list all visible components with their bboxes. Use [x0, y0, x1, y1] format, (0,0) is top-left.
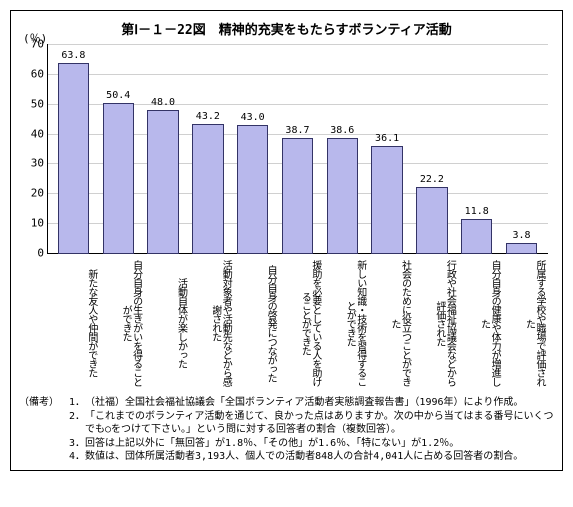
bar-slot: 48.0	[141, 44, 186, 254]
bar-value-label: 38.7	[285, 125, 309, 136]
footnote-row: （備考）1．（社福）全国社会福祉協議会「全国ボランティア活動者実態調査報告書」（…	[19, 396, 554, 410]
footnote-text: 数値は、団体所属活動者3,193人、個人での活動者848人の合計4,041人に占…	[85, 450, 554, 464]
bar-slot: 50.4	[96, 44, 141, 254]
chart-container: 第Ⅰ－１－22図 精神的充実をもたらすボランティア活動 (％) 01020304…	[10, 10, 563, 471]
footnote-row: 4．数値は、団体所属活動者3,193人、個人での活動者848人の合計4,041人…	[19, 450, 554, 464]
bar-value-label: 43.2	[196, 111, 220, 122]
bar-slot: 63.8	[51, 44, 96, 254]
bar	[416, 187, 447, 254]
footnote-head	[19, 410, 67, 437]
y-tick-label: 30	[24, 157, 44, 170]
x-category-label: 援助を必要としている人を助けることができた	[275, 258, 320, 388]
bar-slot: 3.8	[499, 44, 544, 254]
x-category-label: 行政や社会福祉協議会などから評価された	[410, 258, 455, 388]
bar	[282, 138, 313, 254]
footnote-text: （社福）全国社会福祉協議会「全国ボランティア活動者実態調査報告書」（1996年）…	[85, 396, 554, 410]
bar-slot: 43.2	[185, 44, 230, 254]
bar	[237, 125, 268, 254]
y-tick-label: 10	[24, 217, 44, 230]
y-tick-label: 60	[24, 67, 44, 80]
x-category-label: 新たな友人や仲間ができた	[51, 258, 96, 388]
bar	[147, 110, 178, 254]
bar-value-label: 63.8	[61, 50, 85, 61]
x-category-label: 自分自身の生きがいを得ることができた	[96, 258, 141, 388]
x-category-label: 活動自体が楽しかった	[141, 258, 186, 388]
bar-slot: 36.1	[365, 44, 410, 254]
footnote-row: 3．回答は上記以外に「無回答」が1.8％、「その他」が1.6％、「特にない」が1…	[19, 437, 554, 451]
footnote-head: （備考）	[19, 396, 67, 410]
bar-value-label: 36.1	[375, 133, 399, 144]
bar	[192, 124, 223, 254]
bar	[461, 219, 492, 254]
footnote-head	[19, 437, 67, 451]
bar-slot: 11.8	[454, 44, 499, 254]
y-tick-label: 50	[24, 97, 44, 110]
bar	[506, 243, 537, 254]
x-category-label: 所属する学校や職場で評価された	[499, 258, 544, 388]
chart-plot-area: (％) 010203040506070 63.850.448.043.243.0…	[47, 44, 548, 254]
bar-value-label: 43.0	[241, 112, 265, 123]
footnote-number: 1．	[67, 396, 85, 410]
bar	[327, 138, 358, 254]
footnote-number: 4．	[67, 450, 85, 464]
bar-slot: 38.7	[275, 44, 320, 254]
footnote-number: 3．	[67, 437, 85, 451]
footnote-text: 回答は上記以外に「無回答」が1.8％、「その他」が1.6％、「特にない」が1.2…	[85, 437, 554, 451]
bar-value-label: 22.2	[420, 174, 444, 185]
x-axis-labels: 新たな友人や仲間ができた自分自身の生きがいを得ることができた活動自体が楽しかった…	[47, 258, 548, 388]
x-category-label: 自分自身の健康や体力が増進した	[454, 258, 499, 388]
footnote-row: 2．「これまでのボランティア活動を通じて、良かった点はありますか。次の中から当て…	[19, 410, 554, 437]
x-category-label: 新しい知識・技術を習得することができた	[320, 258, 365, 388]
bar-value-label: 48.0	[151, 97, 175, 108]
bar-slot: 22.2	[410, 44, 455, 254]
y-tick-label: 0	[24, 247, 44, 260]
y-tick-label: 20	[24, 187, 44, 200]
footnotes: （備考）1．（社福）全国社会福祉協議会「全国ボランティア活動者実態調査報告書」（…	[19, 396, 554, 464]
bar-value-label: 50.4	[106, 90, 130, 101]
x-category-label: 活動対象者や活動先などから感謝された	[185, 258, 230, 388]
bar-value-label: 11.8	[465, 206, 489, 217]
bar	[103, 103, 134, 254]
footnote-text: 「これまでのボランティア活動を通じて、良かった点はありますか。次の中から当てはま…	[85, 410, 554, 437]
bar-slot: 38.6	[320, 44, 365, 254]
bar	[58, 63, 89, 254]
chart-title: 第Ⅰ－１－22図 精神的充実をもたらすボランティア活動	[19, 19, 554, 38]
footnote-head	[19, 450, 67, 464]
bar-value-label: 38.6	[330, 125, 354, 136]
x-category-label: 自分自身の啓発につながった	[230, 258, 275, 388]
bar	[371, 146, 402, 254]
footnote-number: 2．	[67, 410, 85, 437]
bar-value-label: 3.8	[513, 230, 531, 241]
y-tick-label: 40	[24, 127, 44, 140]
chart-bars: 63.8 50.4 48.0 43.2 43.0 38.7 38.6 36.1 22.2 11.8…	[47, 44, 548, 254]
x-category-label: 社会のために役立つことができた	[365, 258, 410, 388]
y-tick-label: 70	[24, 38, 44, 51]
bar-slot: 43.0	[230, 44, 275, 254]
